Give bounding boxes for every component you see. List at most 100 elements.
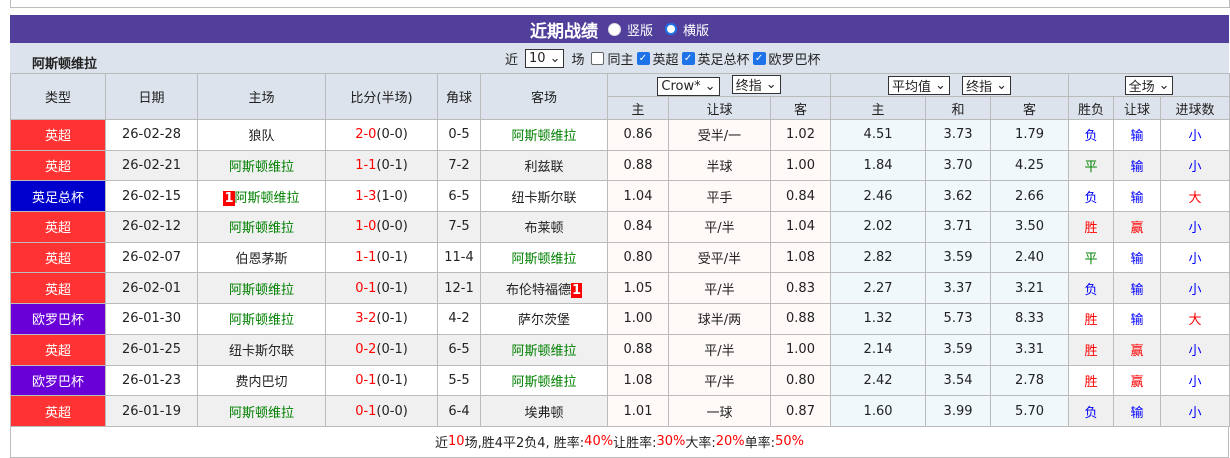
away-team-name[interactable]: 利兹联	[524, 160, 564, 176]
home-team-name[interactable]: 狼队	[248, 129, 275, 145]
score-cell[interactable]: 3-2(0-1)	[325, 303, 438, 335]
score-cell[interactable]: 0-1(0-1)	[325, 272, 438, 305]
handicap-result-cell: 输	[1113, 180, 1162, 213]
crown-odds-type-select[interactable]: 终指 ⌄	[731, 74, 781, 94]
away-team-name[interactable]: 埃弗顿	[524, 405, 564, 421]
goals-result-cell: 小	[1160, 241, 1230, 274]
score-cell[interactable]: 0-2(0-1)	[325, 333, 438, 366]
league-cell[interactable]: 英足总杯	[10, 180, 106, 213]
radio-vertical-label[interactable]: 竖版	[626, 23, 653, 39]
away-team-cell[interactable]: 埃弗顿	[480, 395, 608, 427]
score-cell[interactable]: 1-1(0-1)	[325, 149, 438, 182]
away-team-cell[interactable]: 纽卡斯尔联	[480, 180, 608, 213]
home-team-cell[interactable]: 费内巴切	[197, 364, 326, 397]
checkbox-1[interactable]: ✓	[636, 52, 650, 65]
away-team-name[interactable]: 阿斯顿维拉	[511, 252, 577, 268]
league-cell[interactable]: 英超	[10, 241, 106, 274]
home-team-name[interactable]: 阿斯顿维拉	[234, 190, 300, 206]
avg-select[interactable]: 平均值 ⌄	[888, 75, 950, 95]
avg-odds-cell: 5.73	[925, 303, 992, 335]
away-team-name[interactable]: 纽卡斯尔联	[511, 190, 577, 206]
crown-odds-cell: 1.01	[607, 395, 669, 427]
league-cell[interactable]: 英超	[10, 149, 106, 182]
radio-horizontal[interactable]	[665, 23, 677, 35]
home-team-name[interactable]: 阿斯顿维拉	[228, 160, 294, 176]
home-team-name[interactable]: 阿斯顿维拉	[228, 282, 294, 298]
league-cell[interactable]: 英超	[10, 395, 106, 427]
away-team-name[interactable]: 阿斯顿维拉	[511, 344, 577, 360]
score-cell[interactable]: 2-0(0-0)	[325, 119, 438, 151]
checkbox-label[interactable]: 欧罗巴杯	[768, 53, 821, 68]
away-team-cell[interactable]: 阿斯顿维拉	[480, 119, 608, 151]
crown-odds-cell: 1.02	[769, 119, 832, 151]
subheader: 进球数	[1160, 96, 1230, 120]
home-team-name[interactable]: 阿斯顿维拉	[228, 405, 294, 421]
avg-odds-cell: 5.70	[990, 395, 1070, 427]
league-cell[interactable]: 英超	[10, 333, 106, 366]
home-team-cell[interactable]: 阿斯顿维拉	[197, 395, 326, 427]
away-team-cell[interactable]: 阿斯顿维拉	[480, 333, 608, 366]
goals-result-cell: 小	[1160, 149, 1230, 182]
avg-odds-cell: 2.42	[830, 364, 927, 397]
home-team-cell[interactable]: 阿斯顿维拉	[197, 303, 326, 335]
recent-record-panel: 近期战绩 竖版 横版 阿斯顿维拉 近 10 ⌄ 场 同主 ✓ 英超 ✓ 英足总杯 ✓ 欧罗巴杯…	[10, 15, 1230, 458]
away-team-name[interactable]: 萨尔茨堡	[517, 313, 570, 329]
match-count-select[interactable]: 10 ⌄	[525, 49, 565, 68]
home-team-name[interactable]: 纽卡斯尔联	[228, 344, 294, 360]
away-team-name[interactable]: 阿斯顿维拉	[511, 129, 577, 145]
score-cell[interactable]: 1-0(0-0)	[325, 211, 438, 243]
home-team-cell[interactable]: 纽卡斯尔联	[197, 333, 326, 366]
league-cell[interactable]: 英超	[10, 211, 106, 243]
checkbox-2[interactable]: ✓	[681, 52, 695, 65]
result-cell: 负	[1068, 395, 1115, 427]
checkbox-label[interactable]: 英足总杯	[697, 53, 750, 68]
away-team-name[interactable]: 阿斯顿维拉	[511, 374, 577, 390]
league-cell[interactable]: 欧罗巴杯	[10, 364, 106, 397]
away-team-name[interactable]: 布伦特福德	[505, 282, 571, 298]
avg-odds-cell: 3.50	[990, 211, 1070, 243]
subheader: 让球	[1113, 96, 1162, 120]
score-cell[interactable]: 0-1(0-0)	[325, 395, 438, 427]
goals-result-cell: 小	[1160, 395, 1230, 427]
away-team-cell[interactable]: 阿斯顿维拉	[480, 364, 608, 397]
league-cell[interactable]: 欧罗巴杯	[10, 303, 106, 335]
radio-vertical[interactable]	[607, 22, 621, 36]
home-team-cell[interactable]: 阿斯顿维拉	[197, 272, 326, 305]
home-team-cell[interactable]: 伯恩茅斯	[197, 241, 326, 274]
checkbox-label[interactable]: 同主	[607, 53, 634, 68]
date-cell: 26-01-19	[105, 395, 198, 427]
score-cell[interactable]: 0-1(0-1)	[325, 364, 438, 397]
home-team-cell[interactable]: 1阿斯顿维拉	[197, 180, 326, 213]
league-cell[interactable]: 英超	[10, 272, 106, 305]
score-cell[interactable]: 1-1(0-1)	[325, 241, 438, 274]
away-team-cell[interactable]: 阿斯顿维拉	[480, 241, 608, 274]
away-team-cell[interactable]: 利兹联	[480, 149, 608, 182]
home-team-name[interactable]: 费内巴切	[235, 374, 288, 390]
avg-odds-cell: 3.99	[925, 395, 992, 427]
avg-odds-type-select[interactable]: 终指 ⌄	[962, 75, 1012, 95]
home-team-cell[interactable]: 阿斯顿维拉	[197, 211, 326, 243]
full-score: 0-1	[355, 372, 377, 388]
score-cell[interactable]: 1-3(1-0)	[325, 180, 438, 213]
home-team-name[interactable]: 阿斯顿维拉	[228, 313, 294, 329]
checkbox-0[interactable]	[591, 52, 605, 65]
away-team-cell[interactable]: 布莱顿	[480, 211, 608, 243]
handicap-result-cell: 输	[1113, 119, 1162, 151]
checkbox-label[interactable]: 英超	[652, 53, 679, 68]
home-team-name[interactable]: 阿斯顿维拉	[228, 221, 294, 237]
home-team-name[interactable]: 伯恩茅斯	[235, 252, 288, 268]
home-team-cell[interactable]: 阿斯顿维拉	[197, 149, 326, 182]
away-team-cell[interactable]: 布伦特福德1	[480, 272, 608, 305]
half-score: (1-0)	[376, 188, 408, 204]
league-cell[interactable]: 英超	[10, 119, 106, 151]
date-cell: 26-01-30	[105, 303, 198, 335]
away-team-name[interactable]: 布莱顿	[524, 221, 564, 237]
bookmaker-select[interactable]: Crow* ⌄	[657, 76, 720, 96]
home-team-cell[interactable]: 狼队	[197, 119, 326, 151]
checkbox-3[interactable]: ✓	[752, 52, 766, 65]
handicap-result-cell: 输	[1113, 241, 1162, 274]
away-team-cell[interactable]: 萨尔茨堡	[480, 303, 608, 335]
scope-select[interactable]: 全场 ⌄	[1124, 75, 1174, 95]
radio-horizontal-label[interactable]: 横版	[683, 23, 710, 39]
subheader: 客	[769, 96, 832, 120]
